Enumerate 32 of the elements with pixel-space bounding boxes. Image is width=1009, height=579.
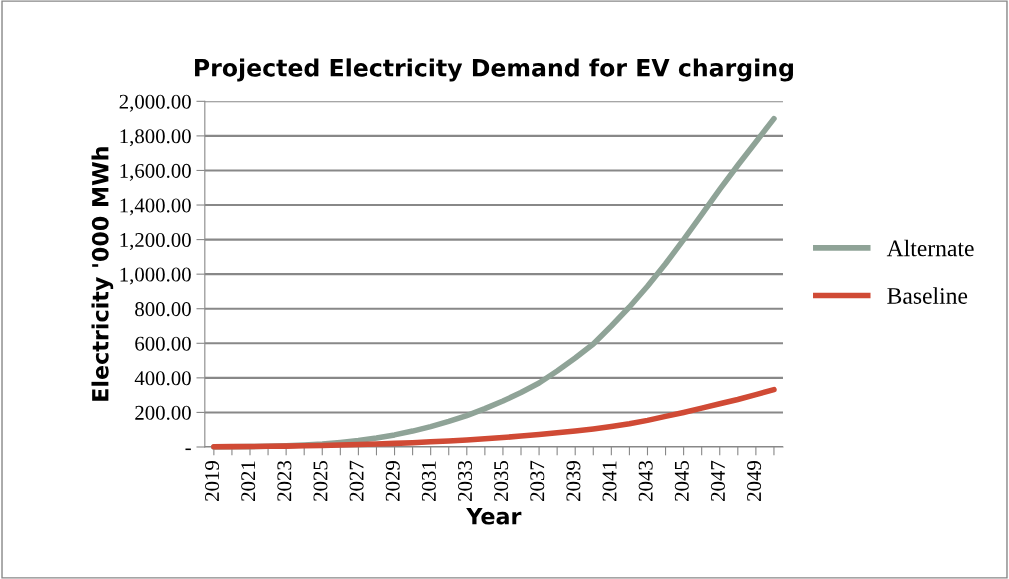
- x-tick-label: 2047: [710, 460, 725, 501]
- y-tick-label: 1,000.00: [120, 267, 191, 285]
- x-axis-title: Year: [466, 508, 522, 525]
- y-tick-label: 1,800.00: [120, 129, 191, 147]
- x-tick-label: 2039: [566, 461, 581, 501]
- y-tick-label: 2,000.00: [119, 94, 191, 112]
- chart-title: Projected Electricity Demand for EV charging: [195, 58, 793, 82]
- legend-label: Alternate: [886, 239, 974, 257]
- legend-label: Baseline: [887, 287, 968, 304]
- y-axis-title: Electricity '000 MWh: [91, 147, 114, 401]
- x-tick-label: 2031: [421, 461, 436, 501]
- x-tick-label: 2025: [313, 461, 328, 501]
- x-tick-label: 2045: [674, 461, 689, 501]
- x-tick-label: 2023: [277, 461, 292, 501]
- y-tick-label: 400.00: [134, 371, 191, 386]
- y-tick-label: 600.00: [135, 336, 191, 351]
- x-tick-label: 2035: [494, 461, 509, 501]
- x-tick-label: 2019: [205, 461, 220, 501]
- y-tick-label: 1,600.00: [120, 163, 191, 181]
- y-tick-label: 1,400.00: [120, 198, 191, 216]
- x-tick-label: 2043: [638, 461, 653, 501]
- x-tick-label: 2037: [530, 460, 545, 501]
- x-tick-label: 2033: [457, 461, 473, 501]
- x-tick-label: 2021: [241, 461, 256, 501]
- x-tick-label: 2029: [385, 461, 400, 501]
- y-tick-label: 800.00: [135, 302, 191, 317]
- x-tick-label: 2041: [602, 461, 617, 501]
- y-tick-label: -: [185, 448, 191, 451]
- y-tick-label: 1,200.00: [120, 232, 191, 251]
- y-tick-label: 200.00: [135, 405, 191, 420]
- x-tick-label: 2049: [747, 461, 762, 501]
- x-tick-label: 2027: [349, 460, 364, 501]
